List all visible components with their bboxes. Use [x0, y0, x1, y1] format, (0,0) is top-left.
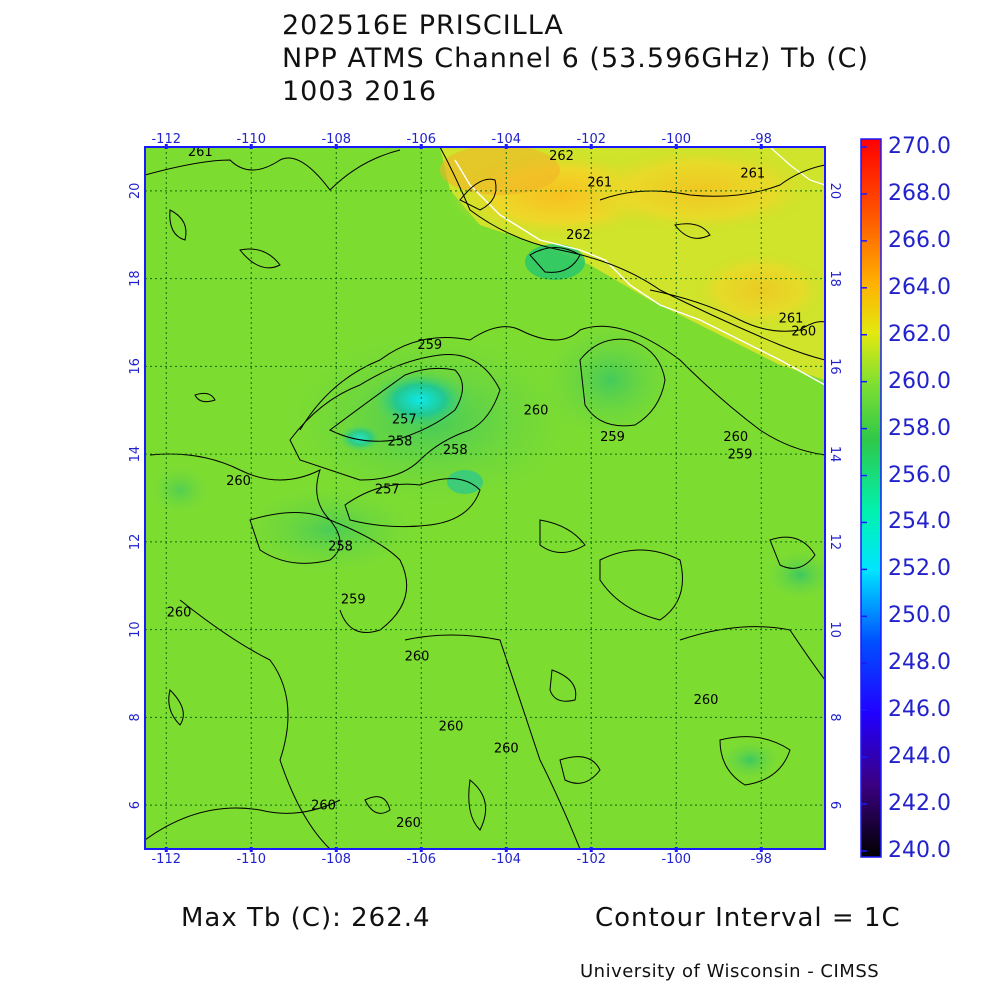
contour-label: 260 [524, 404, 549, 419]
contour-label: 258 [328, 540, 353, 555]
contour-label: 261 [587, 175, 612, 190]
colorbar-tick-label: 266.0 [888, 227, 951, 253]
contour-label: 260 [791, 325, 816, 340]
coastline-north [769, 147, 825, 186]
longitude-tick-label: -110 [236, 132, 266, 147]
longitude-tick-label: -100 [661, 132, 691, 147]
longitude-tick-label: -110 [236, 852, 266, 867]
colorbar-tick-label: 260.0 [888, 368, 951, 394]
longitude-tick-label: -106 [406, 852, 436, 867]
latitude-tick-label: 16 [128, 358, 143, 375]
colorbar-ticks [861, 146, 867, 852]
longitude-tick-label: -98 [751, 132, 772, 147]
latitude-tick-label: 20 [827, 183, 842, 200]
colorbar-tick-label: 262.0 [888, 321, 951, 347]
latitude-labels-left: 6 8 10 12 14 16 18 20 [128, 183, 143, 810]
latitude-tick-label: 14 [128, 446, 143, 463]
contour-label: 260 [396, 816, 421, 831]
colorbar-tick-label: 256.0 [888, 462, 951, 488]
field-shading [150, 147, 825, 780]
latitude-tick-label: 20 [128, 183, 143, 200]
latitude-tick-label: 12 [827, 534, 842, 551]
latitude-tick-label: 10 [827, 621, 842, 638]
longitude-tick-label: -112 [151, 132, 181, 147]
contour-label: 260 [723, 430, 748, 445]
latitude-tick-label: 18 [827, 270, 842, 287]
title-line-2: NPP ATMS Channel 6 (53.596GHz) Tb (C) [282, 43, 870, 74]
colorbar-tick-label: 252.0 [888, 556, 951, 582]
title-line-3: 1003 2016 [282, 76, 438, 107]
contour-lines [145, 147, 825, 849]
latitude-tick-label: 16 [827, 358, 842, 375]
contour-label: 260 [439, 720, 464, 735]
latitude-tick-label: 12 [128, 534, 143, 551]
longitude-tick-label: -98 [751, 852, 772, 867]
credit-label: University of Wisconsin - CIMSS [580, 961, 880, 982]
longitude-tick-label: -108 [321, 132, 351, 147]
contour-label: 260 [167, 605, 192, 620]
latitude-tick-label: 18 [128, 270, 143, 287]
colorbar-tick-label: 270.0 [888, 134, 951, 159]
title-line-1: 202516E PRISCILLA [282, 10, 564, 41]
contour-label: 259 [728, 448, 753, 463]
colorbar-tick-label: 242.0 [888, 791, 951, 817]
contour-label: 260 [311, 799, 336, 814]
latitude-tick-label: 8 [128, 713, 143, 721]
map-frame [144, 146, 826, 850]
coastline [454, 159, 825, 386]
contour-label: 259 [417, 338, 442, 353]
contour-label: 261 [188, 145, 213, 160]
contour-label: 260 [226, 474, 251, 489]
contour-label: 257 [392, 412, 417, 427]
longitude-labels-bottom: -112 -110 -108 -106 -104 -102 -100 -98 [151, 847, 772, 867]
contour-label: 259 [600, 430, 625, 445]
longitude-tick-label: -106 [406, 132, 436, 147]
colorbar-tick-label: 254.0 [888, 509, 951, 535]
longitude-labels-top: -112 -110 -108 -106 -104 -102 -100 -98 [151, 132, 772, 149]
contour-label: 260 [405, 649, 430, 664]
contour-label: 260 [694, 693, 719, 708]
colorbar-tick-label: 246.0 [888, 697, 951, 723]
contour-interval-label: Contour Interval = 1C [595, 903, 901, 933]
longitude-tick-label: -102 [576, 852, 606, 867]
colorbar-tick-label: 244.0 [888, 744, 951, 770]
contour-label: 257 [375, 483, 400, 498]
contour-label: 260 [494, 741, 519, 756]
latitude-tick-label: 10 [128, 621, 143, 638]
longitude-tick-label: -108 [321, 852, 351, 867]
latitude-tick-label: 6 [827, 801, 842, 809]
colorbar-tick-label: 240.0 [888, 838, 951, 863]
contour-label: 258 [388, 434, 413, 449]
colorbar-tick-label: 268.0 [888, 180, 951, 206]
colorbar-tick-label: 264.0 [888, 274, 951, 300]
contour-label: 262 [549, 149, 574, 164]
latitude-tick-label: 8 [827, 713, 842, 721]
latitude-tick-label: 14 [827, 446, 842, 463]
colorbar-tick-label: 258.0 [888, 415, 951, 441]
contour-label: 262 [566, 228, 591, 243]
contour-label: 261 [740, 167, 765, 182]
latitude-labels-right: 6 8 10 12 14 16 18 20 [827, 183, 842, 810]
graticule [145, 147, 825, 849]
contour-label: 259 [341, 592, 366, 607]
longitude-tick-label: -102 [576, 132, 606, 147]
longitude-tick-label: -104 [491, 852, 521, 867]
contour-label: 258 [443, 443, 468, 458]
colorbar-tick-label: 248.0 [888, 650, 951, 676]
colorbar-tick-label: 250.0 [888, 603, 951, 629]
longitude-tick-label: -112 [151, 852, 181, 867]
colorbar [860, 138, 882, 858]
longitude-tick-label: -100 [661, 852, 691, 867]
max-tb-label: Max Tb (C): 262.4 [181, 903, 431, 933]
longitude-tick-label: -104 [491, 132, 521, 147]
latitude-tick-label: 6 [128, 801, 143, 809]
contour-label: 261 [779, 312, 804, 327]
